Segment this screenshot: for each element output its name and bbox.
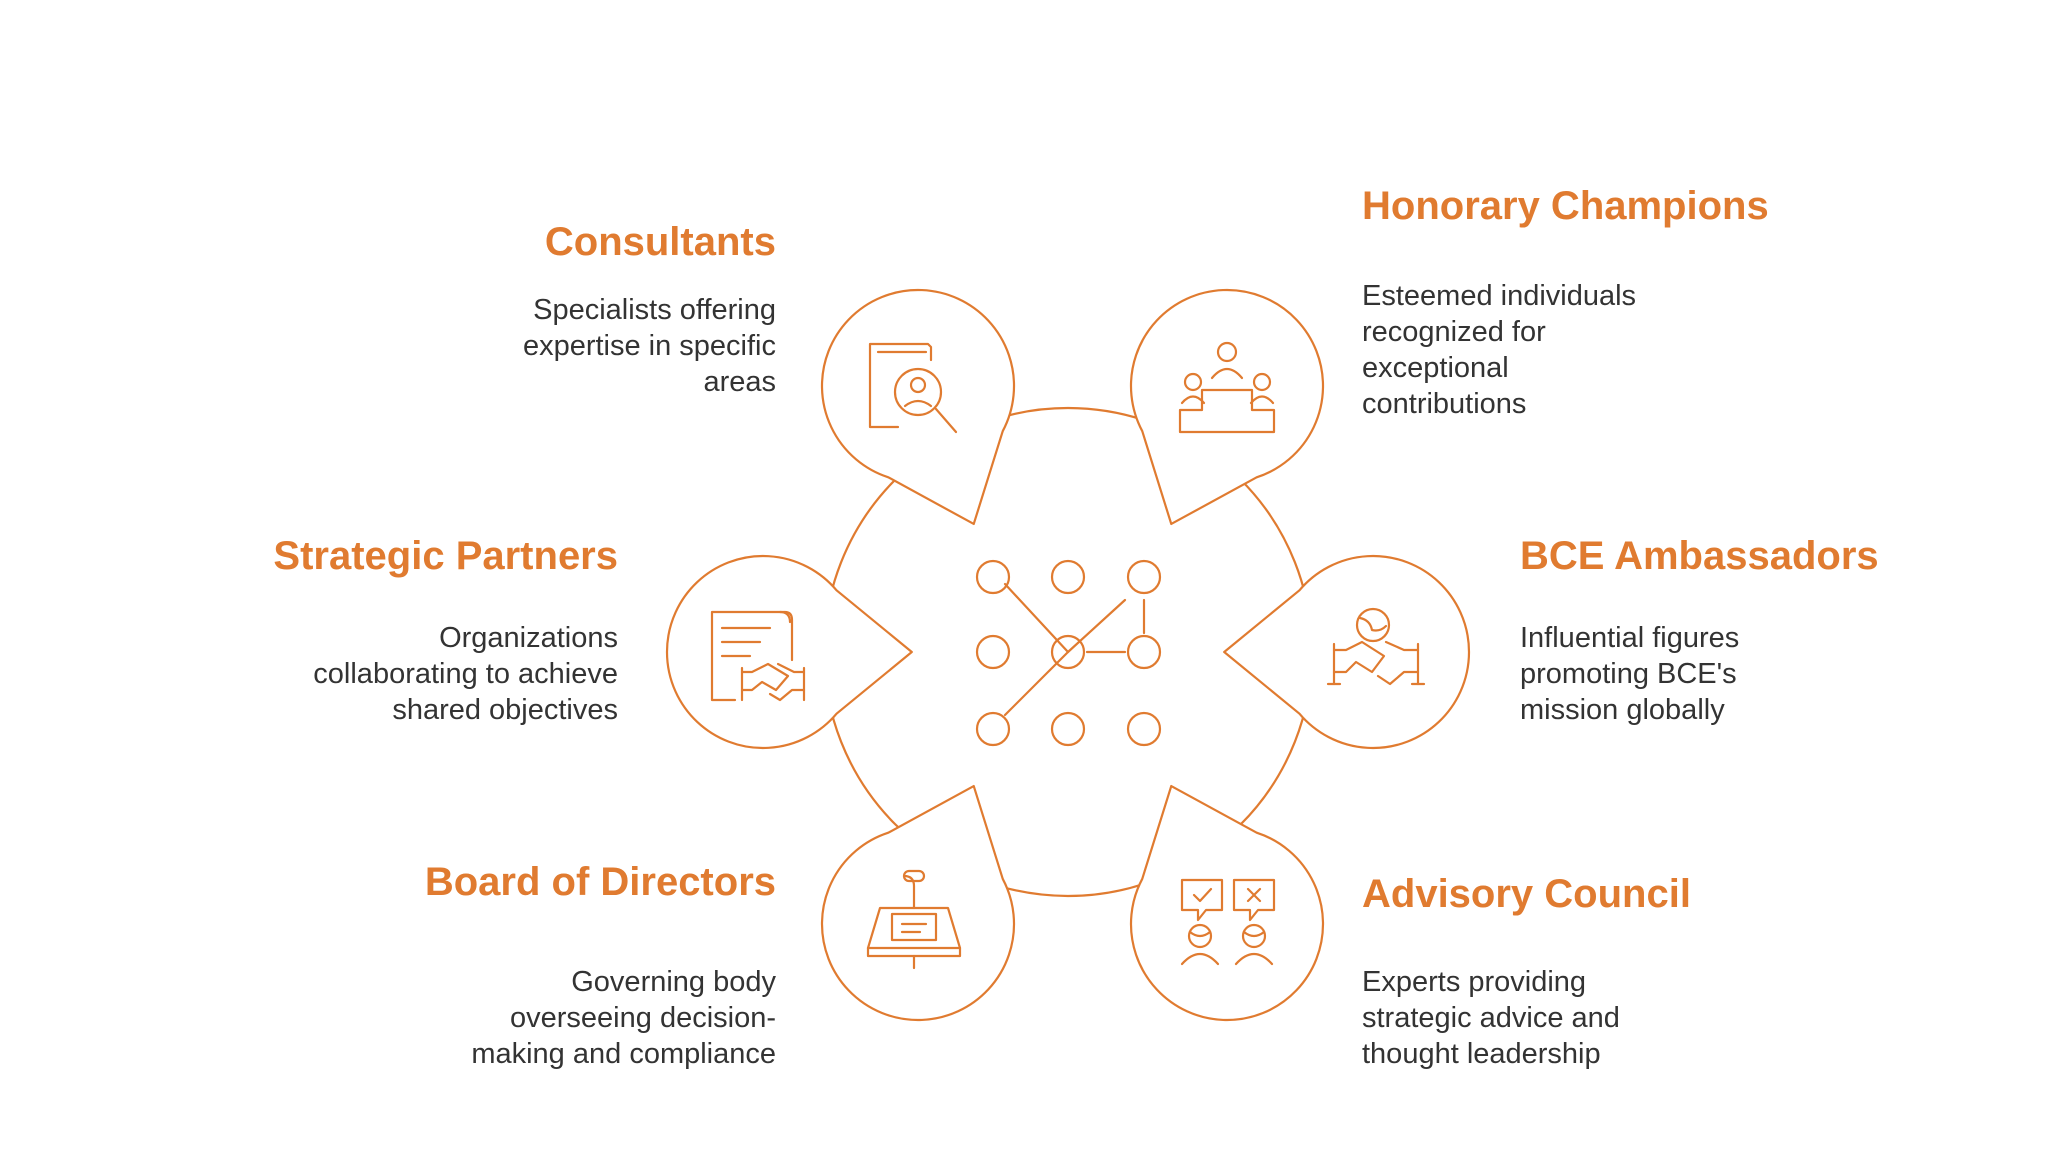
label-board: Board of Directors Governing body overse… bbox=[216, 858, 776, 1072]
label-consultants: Consultants Specialists offering experti… bbox=[216, 218, 776, 400]
title-advisory: Advisory Council bbox=[1362, 872, 1691, 916]
pin-partners bbox=[665, 554, 913, 750]
globe-handshake-icon bbox=[1326, 607, 1426, 686]
agreement-handshake-icon bbox=[710, 610, 806, 702]
pin-partners-shape bbox=[665, 554, 913, 750]
title-board: Board of Directors bbox=[424, 860, 776, 904]
desc-ambassadors-line3: mission globally bbox=[1520, 694, 1725, 726]
network-nodes-icon bbox=[975, 559, 1162, 747]
pin-honorary-shape bbox=[1129, 288, 1325, 526]
desc-board-line3: making and compliance bbox=[471, 1038, 776, 1070]
title-ambassadors: BCE Ambassadors bbox=[1520, 534, 1879, 578]
document-search-icon bbox=[868, 342, 958, 434]
label-honorary: Honorary Champions Esteemed individuals … bbox=[1362, 182, 1922, 422]
desc-board-line2: overseeing decision- bbox=[510, 1002, 776, 1034]
desc-consultants-line3: areas bbox=[703, 366, 776, 398]
label-advisory: Advisory Council Experts providing strat… bbox=[1362, 870, 1922, 1072]
desc-advisory-line2: strategic advice and bbox=[1362, 1002, 1620, 1034]
label-partners: Strategic Partners Organizations collabo… bbox=[58, 532, 618, 728]
desc-partners-line2: collaborating to achieve bbox=[313, 658, 618, 690]
desc-advisory-line1: Experts providing bbox=[1362, 966, 1587, 998]
pin-board bbox=[820, 784, 1016, 1022]
podium-icon bbox=[1178, 341, 1276, 434]
pin-consultants-shape bbox=[820, 288, 1016, 526]
people-feedback-icon bbox=[1180, 878, 1276, 966]
lectern-icon bbox=[866, 869, 962, 970]
title-honorary: Honorary Champions bbox=[1362, 184, 1769, 228]
desc-ambassadors-line1: Influential figures bbox=[1520, 622, 1740, 654]
desc-partners-line1: Organizations bbox=[439, 622, 618, 654]
desc-consultants-line1: Specialists offering bbox=[533, 294, 776, 326]
title-partners: Strategic Partners bbox=[273, 534, 618, 578]
title-consultants: Consultants bbox=[544, 220, 776, 264]
desc-honorary-line4: contributions bbox=[1362, 388, 1527, 420]
desc-ambassadors-line2: promoting BCE's bbox=[1520, 658, 1737, 690]
desc-consultants-line2: expertise in specific bbox=[522, 330, 776, 362]
pin-ambassadors bbox=[1223, 554, 1471, 750]
pin-advisory-shape bbox=[1129, 784, 1325, 1022]
desc-board-line1: Governing body bbox=[571, 966, 776, 998]
pin-consultants bbox=[820, 288, 1016, 526]
desc-advisory-line3: thought leadership bbox=[1362, 1038, 1601, 1070]
desc-honorary-line3: exceptional bbox=[1362, 352, 1509, 384]
pin-honorary bbox=[1129, 288, 1325, 526]
desc-partners-line3: shared objectives bbox=[392, 694, 618, 726]
label-ambassadors: BCE Ambassadors Influential figures prom… bbox=[1520, 532, 2050, 728]
desc-honorary-line2: recognized for bbox=[1362, 316, 1546, 348]
pin-ambassadors-shape bbox=[1223, 554, 1471, 750]
desc-honorary-line1: Esteemed individuals bbox=[1362, 280, 1637, 312]
pin-board-shape bbox=[820, 784, 1016, 1022]
pin-advisory bbox=[1129, 784, 1325, 1022]
